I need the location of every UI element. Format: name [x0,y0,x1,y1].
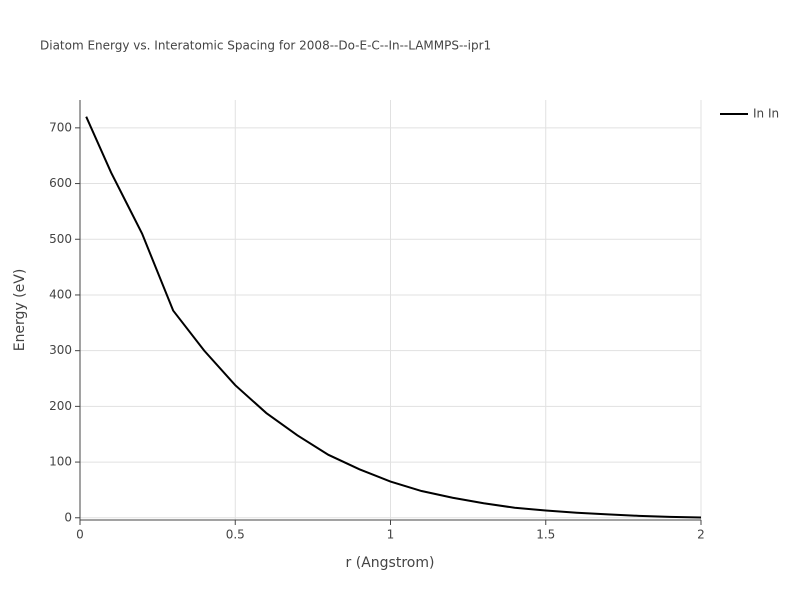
x-tick-label: 1 [387,528,395,542]
y-tick-label: 200 [49,399,72,413]
series-line [85,116,702,519]
y-tick-label: 0 [64,510,72,524]
y-tick-label: 600 [49,176,72,190]
y-axis-label: Energy (eV) [12,269,28,352]
x-tick-label: 2 [697,528,705,542]
y-tick-label: 700 [49,120,72,134]
x-tick-label: 0.5 [226,528,245,542]
y-tick-label: 400 [49,287,72,301]
y-tick-label: 500 [49,232,72,246]
y-tick-label: 100 [49,455,72,469]
legend-label: In In [753,107,779,121]
chart-title: Diatom Energy vs. Interatomic Spacing fo… [40,39,491,53]
x-axis-label: r (Angstrom) [346,555,435,571]
y-tick-label: 300 [49,343,72,357]
x-tick-label: 1.5 [536,528,555,542]
x-tick-label: 0 [76,528,84,542]
